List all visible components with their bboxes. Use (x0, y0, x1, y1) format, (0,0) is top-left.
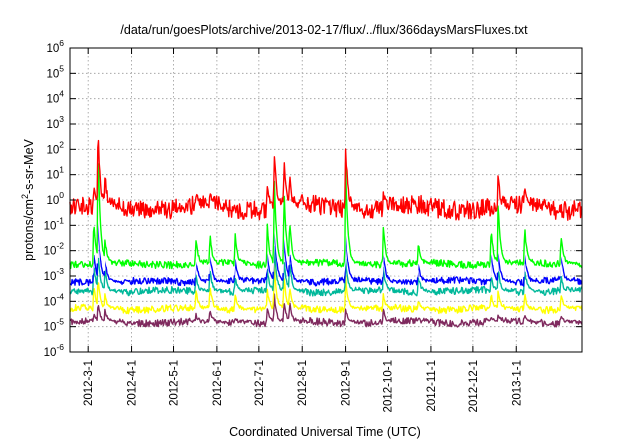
y-tick-label: 106 (46, 38, 64, 55)
series-white (69, 204, 583, 280)
y-tick-label: 10-3 (44, 266, 65, 283)
y-tick-label: 100 (46, 190, 64, 207)
y-tick-label: 104 (46, 89, 64, 106)
y-tick-label: 10-1 (44, 215, 65, 232)
x-tick-label: 2012-11-1 (426, 360, 438, 412)
series-purple (69, 293, 583, 328)
y-tick-label: 105 (46, 63, 64, 80)
chart-title: /data/run/goesPlots/archive/2013-02-17/f… (120, 23, 528, 37)
series-green (69, 161, 583, 270)
y-tick-label: 102 (46, 139, 64, 156)
x-tick-label: 2012-3-1 (83, 360, 95, 406)
series-yellow (69, 264, 583, 315)
y-tick-label: 10-5 (44, 317, 65, 334)
y-tick-label: 10-4 (44, 291, 65, 308)
x-tick-label: 2012-7-1 (254, 360, 266, 406)
x-tick-label: 2013-1-1 (511, 360, 523, 406)
x-axis: 2012-3-1 2012-4-1 2012-5-1 2012-6-1 2012-7-1… (83, 48, 523, 412)
x-tick-label: 2012-8-1 (297, 360, 309, 406)
x-tick-label: 2012-10-1 (383, 360, 395, 412)
series-teal (69, 246, 583, 297)
series-blue (69, 217, 583, 287)
x-tick-label: 2012-6-1 (212, 360, 224, 406)
x-tick-label: 2012-12-1 (468, 360, 480, 412)
y-axis: 10-6 10-5 10-4 10-3 10-2 10-1 100 101 102 103 104 1… (44, 38, 582, 359)
y-tick-label: 101 (46, 165, 64, 182)
x-axis-label: Coordinated Universal Time (UTC) (229, 425, 421, 439)
x-tick-label: 2012-9-1 (341, 360, 353, 406)
y-tick-label: 10-2 (44, 241, 65, 258)
x-tick-label: 2012-4-1 (127, 360, 139, 406)
y-axis-label: protons/cm2-s-sr-MeV (20, 138, 36, 260)
y-tick-label: 103 (46, 114, 64, 131)
series-layer (69, 139, 583, 328)
series-red (69, 139, 583, 221)
x-tick-label: 2012-5-1 (169, 360, 181, 406)
y-tick-label: 10-6 (44, 342, 65, 359)
